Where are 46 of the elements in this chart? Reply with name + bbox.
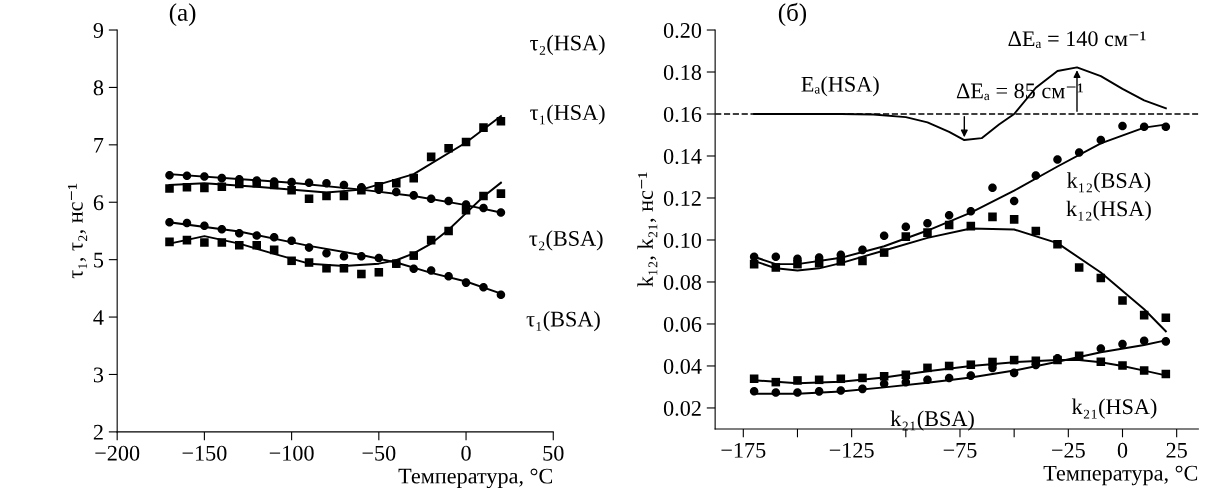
- annotation: ΔEₐ = 140 см⁻¹: [1008, 31, 1146, 49]
- x-tick-label: −25: [1052, 442, 1085, 458]
- x-tick-label: −175: [721, 442, 766, 458]
- series-label: Eₐ(HSA): [801, 76, 879, 97]
- chart-title: (б): [778, 2, 807, 27]
- y-tick-label: 5: [94, 252, 104, 268]
- y-tick-label: 0.02: [663, 400, 701, 416]
- y-axis-title: τ₁, τ₂, нс⁻¹: [67, 183, 88, 279]
- series-label: k₁₂(BSA): [1067, 172, 1151, 193]
- series-label: k₁₂(HSA): [1066, 200, 1151, 221]
- x-tick-label: −50: [362, 445, 396, 461]
- y-tick-label: 3: [93, 367, 104, 383]
- y-tick-label: 2: [93, 424, 103, 440]
- y-tick-label: 6: [93, 195, 104, 211]
- series-label: k₂₁(HSA): [1071, 398, 1157, 419]
- y-tick-label: 0.20: [663, 22, 702, 39]
- text: τ₂(HSA): [530, 34, 605, 55]
- x-axis-title: Температура, °C: [398, 468, 553, 488]
- y-tick-label: 9: [93, 23, 104, 38]
- x-tick-label: 0: [461, 445, 471, 461]
- x-tick-label: −75: [943, 443, 977, 458]
- y-tick-label: 0.12: [663, 190, 701, 207]
- y-tick-label: 0.06: [663, 316, 702, 332]
- x-tick-label: −125: [829, 442, 874, 458]
- series-label: k₂₁(BSA): [890, 410, 974, 431]
- y-axis-title: k₁₂, k₂₁, нс⁻¹: [637, 172, 658, 287]
- y-tick-label: 0.04: [663, 358, 702, 374]
- y-tick-label: 0.18: [663, 64, 702, 81]
- x-axis-title: Температура, °C: [1043, 465, 1198, 486]
- x-tick-label: −100: [269, 445, 314, 461]
- y-tick-label: 7: [94, 137, 104, 153]
- x-tick-label: 50: [543, 445, 564, 461]
- y-tick-label: 8: [93, 80, 104, 96]
- x-tick-label: 25: [1166, 442, 1187, 458]
- y-tick-label: 0.10: [663, 232, 702, 249]
- y-tick-label: 4: [93, 310, 104, 325]
- y-tick-label: 0.14: [663, 148, 702, 165]
- x-tick-label: −150: [182, 445, 227, 461]
- x-tick-label: 0: [1117, 442, 1128, 458]
- text: τ₁(HSA): [530, 104, 605, 125]
- series-label: τ₁(BSA): [526, 310, 600, 332]
- y-tick-label: 0.16: [663, 106, 702, 123]
- chart-title: (а): [169, 3, 196, 26]
- y-tick-label: 0.08: [663, 274, 702, 290]
- series-label: τ₂(BSA): [529, 230, 603, 251]
- x-tick-label: −200: [95, 445, 140, 461]
